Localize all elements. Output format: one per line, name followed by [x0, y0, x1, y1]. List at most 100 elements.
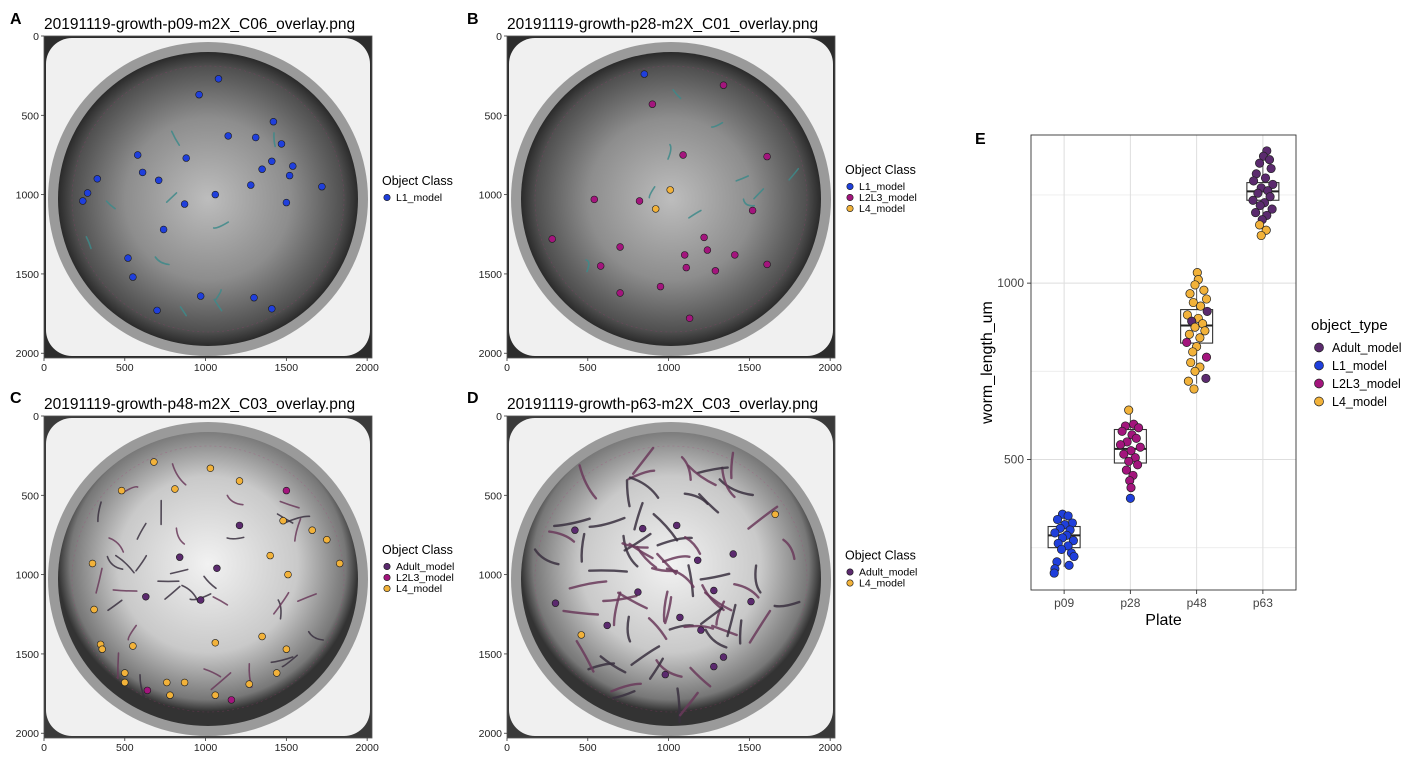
x-tick-label: 500: [579, 742, 597, 754]
worm-shape: [602, 594, 638, 603]
detection-point: [771, 510, 779, 518]
worm-shape: [215, 289, 222, 301]
panel-title: 20191119-growth-p09-m2X_C06_overlay.png: [44, 16, 355, 33]
detection-point: [747, 597, 755, 606]
x-tick-label: p09: [1054, 596, 1074, 610]
worm-shape: [662, 590, 669, 623]
detection-point: [729, 550, 737, 558]
worm-shape: [568, 580, 608, 590]
data-point: [1267, 204, 1277, 214]
panel-d: D 20191119-growth-p63-m2X_C03_overlay.png…: [467, 390, 917, 754]
detection-point: [282, 198, 291, 207]
detection-point: [171, 485, 179, 493]
worm-shape: [715, 600, 726, 626]
detection-point: [279, 516, 287, 525]
detection-point: [648, 100, 657, 108]
worm-shape: [97, 501, 102, 523]
legend-label: Adult_model: [396, 561, 454, 573]
data-point: [1188, 347, 1198, 357]
data-point: [1201, 373, 1211, 383]
detection-point: [666, 186, 674, 194]
detection-point: [79, 197, 87, 205]
data-point: [1126, 483, 1136, 493]
worm-shape: [699, 607, 724, 626]
detection-point: [703, 246, 712, 254]
x-tick-label: 2000: [355, 742, 379, 754]
detection-point: [93, 175, 102, 183]
x-tick-label: 1500: [738, 742, 762, 754]
y-tick-label: 0: [496, 411, 502, 423]
detection-point: [268, 157, 276, 166]
detection-point: [213, 564, 221, 572]
worm-shape: [662, 555, 691, 563]
panel-label: B: [467, 11, 479, 28]
detection-point: [596, 262, 605, 270]
panel-label: D: [467, 390, 479, 407]
y-tick-label: 1000: [479, 190, 503, 202]
worm-shape: [726, 603, 737, 638]
worm-shape: [107, 599, 123, 612]
worm-shape: [213, 298, 223, 312]
panel-c: C 20191119-growth-p48-m2X_C03_overlay.png…: [10, 390, 454, 754]
worm-shape: [680, 456, 692, 481]
detection-point: [258, 165, 266, 173]
data-point: [1195, 333, 1205, 343]
worm-shape: [212, 596, 229, 606]
legend-swatch: [1314, 360, 1324, 371]
worm-shape: [273, 132, 276, 148]
data-point: [1115, 440, 1126, 450]
y-tick-label: 1500: [16, 649, 40, 661]
data-point: [1256, 230, 1266, 241]
detection-point: [247, 181, 255, 189]
data-point: [1268, 179, 1278, 189]
detection-point: [282, 645, 291, 653]
detection-point: [211, 639, 220, 647]
y-tick-label: 0: [33, 31, 39, 43]
detection-point: [656, 282, 665, 291]
y-tick-label: 2000: [16, 348, 40, 360]
worm-shape: [599, 655, 627, 674]
worm-shape: [112, 589, 138, 592]
y-tick-label: 500: [484, 490, 502, 502]
worm-shape: [179, 306, 187, 317]
x-tick-label: 500: [116, 362, 134, 374]
worm-shape: [210, 672, 232, 691]
y-tick-label: 0: [496, 31, 502, 43]
detection-point: [571, 526, 579, 534]
detection-point: [214, 75, 223, 83]
data-point: [1266, 163, 1276, 174]
worm-shape: [648, 186, 656, 199]
legend-label: L1_model: [1332, 359, 1387, 373]
x-tick-label: 1000: [194, 362, 218, 374]
detection-boundary: [71, 445, 345, 713]
worm-shape: [711, 624, 738, 637]
x-tick-label: p48: [1187, 596, 1207, 610]
worm-shape: [171, 463, 187, 486]
data-point: [1264, 155, 1275, 165]
worm-shape: [203, 575, 217, 590]
detection-point: [285, 171, 294, 180]
legend-label: Adult_model: [859, 567, 917, 579]
legend-swatch: [383, 194, 391, 202]
legend-label: L2L3_model: [1332, 377, 1401, 391]
data-point: [1126, 446, 1136, 456]
panel-label: E: [975, 131, 986, 148]
detection-point: [245, 680, 253, 688]
worm-shape: [782, 538, 796, 561]
worm-shape: [625, 479, 631, 508]
legend-title: object_type: [1311, 317, 1388, 334]
detection-point: [90, 605, 98, 614]
detection-point: [155, 176, 163, 185]
worm-shape: [689, 666, 712, 688]
worm-shape: [754, 564, 762, 594]
data-point: [1183, 376, 1193, 386]
x-tick-label: 0: [504, 742, 510, 754]
worm-shape: [580, 532, 586, 563]
detection-point: [284, 570, 292, 579]
worm-shape: [283, 515, 311, 524]
detection-point: [680, 251, 689, 259]
worm-shape: [617, 591, 648, 610]
detection-point: [336, 559, 344, 568]
detection-point: [211, 691, 220, 699]
